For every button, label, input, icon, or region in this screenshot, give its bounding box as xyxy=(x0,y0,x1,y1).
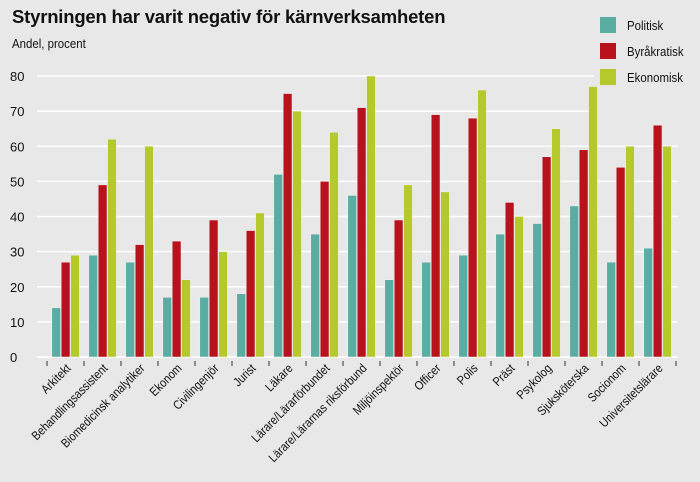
bar-ekonomisk-1 xyxy=(107,138,117,358)
bar-byrkratisk-5 xyxy=(245,230,256,358)
bar-byrkratisk-8 xyxy=(356,107,367,358)
bar-byrkratisk-1 xyxy=(97,184,108,358)
bar-byrkratisk-16 xyxy=(652,124,663,358)
bar-ekonomisk-7 xyxy=(329,131,339,358)
bar-ekonomisk-9 xyxy=(403,184,413,358)
bar-politisk-16 xyxy=(643,247,653,358)
bar-byrkratisk-10 xyxy=(430,114,441,358)
bar-ekonomisk-16 xyxy=(662,146,672,358)
bar-politisk-3 xyxy=(162,297,172,358)
bar-ekonomisk-12 xyxy=(514,216,524,358)
bar-politisk-11 xyxy=(458,254,468,358)
bar-politisk-5 xyxy=(236,293,246,358)
bar-politisk-9 xyxy=(384,279,394,358)
bar-politisk-6 xyxy=(273,174,283,358)
bar-byrkratisk-6 xyxy=(282,93,293,358)
bar-ekonomisk-14 xyxy=(588,86,598,358)
y-tick-label-20: 20 xyxy=(10,280,24,295)
bar-politisk-13 xyxy=(532,223,542,358)
y-tick-label-10: 10 xyxy=(10,315,24,330)
bar-politisk-4 xyxy=(199,297,209,358)
y-tick-label-40: 40 xyxy=(10,210,24,225)
bar-ekonomisk-4 xyxy=(218,251,228,358)
bar-byrkratisk-4 xyxy=(208,219,219,358)
bar-politisk-1 xyxy=(88,254,98,358)
bar-byrkratisk-0 xyxy=(60,261,71,358)
bar-byrkratisk-7 xyxy=(319,181,330,358)
legend-item-ekonomisk: Ekonomisk xyxy=(600,64,691,90)
bar-ekonomisk-3 xyxy=(181,279,191,358)
bar-politisk-12 xyxy=(495,233,505,358)
bar-byrkratisk-14 xyxy=(578,149,589,358)
legend-swatch-byrakratisk xyxy=(600,43,616,59)
legend: Politisk Byråkratisk Ekonomisk xyxy=(600,12,691,90)
y-tick-label-80: 80 xyxy=(10,69,24,84)
legend-swatch-ekonomisk xyxy=(600,69,616,85)
y-axis-label: Andel, procent xyxy=(12,36,86,51)
bar-byrkratisk-13 xyxy=(541,156,552,358)
chart-title: Styrningen har varit negativ för kärnver… xyxy=(12,6,446,27)
y-tick-label-30: 30 xyxy=(10,245,24,260)
bar-byrkratisk-3 xyxy=(171,240,182,358)
bar-byrkratisk-2 xyxy=(134,244,145,358)
y-tick-label-60: 60 xyxy=(10,139,24,154)
bar-byrkratisk-15 xyxy=(615,167,626,358)
legend-label-byrakratisk: Byråkratisk xyxy=(627,43,684,59)
x-category-label: Arkitekt xyxy=(38,361,74,397)
bar-ekonomisk-10 xyxy=(440,191,450,358)
bar-ekonomisk-8 xyxy=(366,75,376,358)
legend-label-politisk: Politisk xyxy=(627,17,664,33)
x-category-label: Polis xyxy=(454,361,480,387)
bar-politisk-10 xyxy=(421,261,431,358)
x-category-label: Officer xyxy=(411,361,443,393)
x-category-label: Jurist xyxy=(231,361,259,389)
legend-item-byrakratisk: Byråkratisk xyxy=(600,38,691,64)
bar-ekonomisk-13 xyxy=(551,128,561,358)
bar-ekonomisk-6 xyxy=(292,110,302,358)
y-tick-label-50: 50 xyxy=(10,174,24,189)
bar-politisk-8 xyxy=(347,195,357,358)
bar-politisk-2 xyxy=(125,261,135,358)
x-category-label: Läkare xyxy=(262,361,295,394)
bar-ekonomisk-11 xyxy=(477,89,487,358)
bar-ekonomisk-15 xyxy=(625,146,635,358)
x-category-label: Universitetslärare xyxy=(597,361,666,430)
bar-politisk-0 xyxy=(51,307,61,358)
bar-byrkratisk-11 xyxy=(467,117,478,358)
bar-ekonomisk-2 xyxy=(144,146,154,358)
y-tick-label-70: 70 xyxy=(10,104,24,119)
bar-politisk-15 xyxy=(606,261,616,358)
x-category-label: Präst xyxy=(490,361,518,389)
bar-politisk-7 xyxy=(310,233,320,358)
bar-ekonomisk-0 xyxy=(70,254,80,358)
bar-ekonomisk-5 xyxy=(255,212,265,358)
legend-item-politisk: Politisk xyxy=(600,12,691,38)
legend-swatch-politisk xyxy=(600,17,616,33)
bar-politisk-14 xyxy=(569,205,579,358)
bar-byrkratisk-12 xyxy=(504,202,515,358)
bar-byrkratisk-9 xyxy=(393,219,404,358)
legend-label-ekonomisk: Ekonomisk xyxy=(627,69,683,85)
y-tick-label-0: 0 xyxy=(10,350,17,365)
